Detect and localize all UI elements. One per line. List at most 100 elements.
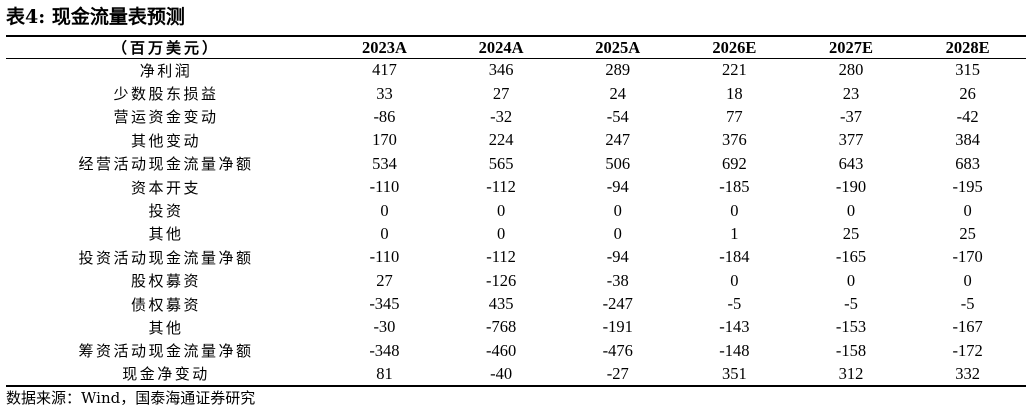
table-cell: -126 [485,270,517,290]
table-cell: -5 [960,294,975,314]
table-cell: 315 [955,60,981,80]
table-cell: -112 [486,177,516,197]
table-cell: -158 [835,340,867,360]
table-cell: 692 [721,153,747,173]
table-cell: 33 [376,83,393,103]
table-cell: 280 [838,60,864,80]
row-label: 现金净变动 [6,362,327,387]
table-cell: 351 [676,362,793,387]
table-row: 其他变动 170 224 247 376 377 384 [6,129,1026,152]
row-label: 其他 [148,318,184,337]
year-header: 2023A [326,35,443,59]
table-cell: 0 [613,223,622,243]
row-label: 少数股东损益 [113,85,219,104]
table-cell: -345 [369,294,400,314]
table-cell: -143 [719,317,750,337]
table-cell: -27 [559,362,677,387]
year-header: 2028E [909,35,1026,59]
table-row: 净利润 417 346 289 221 280 315 [6,59,1026,82]
table-cell: 312 [792,362,910,387]
table-cell: 25 [842,223,860,243]
table-cell: -348 [369,340,400,360]
table-cell: -185 [719,177,750,197]
table-cell: 0 [963,200,972,220]
table-cell: -38 [606,270,629,290]
table-cell: -190 [835,177,867,197]
table-cell: 81 [326,362,443,387]
table-cell: 417 [372,60,397,80]
table-cell: -42 [956,106,979,126]
row-label: 筹资活动现金流量净额 [78,342,254,361]
table-cell: -112 [486,247,516,267]
table-cell: -5 [844,294,858,314]
table-cell: 377 [838,130,864,150]
table-cell: 0 [730,270,739,290]
table-cell: 247 [605,130,631,150]
year-header: 2025A [559,35,677,59]
table-cell: -460 [485,340,517,360]
table-cell: -40 [442,362,560,387]
table-cell: 0 [380,223,389,243]
table-cell: 23 [842,83,860,103]
table-cell: 506 [605,153,631,173]
table-cell: 565 [488,153,514,173]
year-header: 2024A [442,35,560,59]
table-cell: 27 [492,83,510,103]
table-cell: -172 [952,340,983,360]
table-row: 其他 -30 -768 -191 -143 -153 -167 [6,316,1026,339]
table-cell: -110 [369,177,400,197]
row-label: 投资 [148,202,184,221]
row-label: 营运资金变动 [113,108,219,127]
table-cell: 27 [376,270,393,290]
data-source-note: 数据来源：Wind，国泰海通证券研究 [6,389,256,407]
table-row: 其他 0 0 0 1 25 25 [6,222,1026,245]
table-cell: 0 [496,200,506,220]
table-body: 净利润 417 346 289 221 280 315 少数股东损益 33 27 24 18 23 26 营… [6,59,1026,387]
table-cell: 221 [721,60,747,80]
table-row: 营运资金变动 -86 -32 -54 77 -37 -42 [6,105,1026,128]
table-cell: 0 [380,200,389,220]
table-cell: -110 [369,247,400,267]
table-row: 投资 0 0 0 0 0 0 [6,199,1026,222]
table-cell: -148 [719,340,750,360]
cash-flow-forecast-table: （百万美元） 2023A 2024A 2025A 2026E 2027E 202… [6,35,1026,387]
table-cell: -768 [485,317,517,337]
table-cell: -30 [373,317,396,337]
table-cell: -476 [602,340,633,360]
table-title: 表4: 现金流量表预测 [6,6,185,28]
table-cell: 24 [609,83,626,103]
table-cell: 0 [730,200,739,220]
table-cell: 77 [726,106,743,126]
table-cell: -195 [952,177,983,197]
row-label: 股权募资 [131,272,202,291]
row-label: 其他变动 [131,131,202,150]
table-row: 经营活动现金流量净额 534 565 506 692 643 683 [6,152,1026,175]
year-header: 2026E [676,35,793,59]
table-cell: -247 [602,294,633,314]
table-row: 筹资活动现金流量净额 -348 -460 -476 -148 -158 -172 [6,339,1026,362]
table-cell: 18 [726,83,743,103]
table-cell: -170 [952,247,983,267]
table-cell: -94 [606,247,629,267]
table-cell: 384 [955,130,981,150]
year-header: 2027E [792,35,910,59]
table-cell: -86 [373,106,396,126]
table-cell: 0 [846,200,856,220]
table-cell: -32 [490,106,513,126]
table-row: 现金净变动 81 -40 -27 351 312 332 [6,362,1026,387]
table-cell: 332 [909,362,1026,387]
table-cell: 0 [613,200,622,220]
row-label: 资本开支 [131,178,202,197]
table-cell: -191 [602,317,633,337]
table-cell: 0 [496,223,506,243]
table-cell: 224 [488,130,514,150]
table-cell: 25 [959,223,976,243]
table-cell: -5 [727,294,742,314]
table-cell: -37 [840,106,862,126]
table-row: 投资活动现金流量净额 -110 -112 -94 -184 -165 -170 [6,246,1026,269]
table-cell: 376 [721,130,747,150]
row-label: 净利润 [139,61,193,80]
table-cell: 170 [372,130,397,150]
table-cell: 643 [838,153,864,173]
table-cell: -54 [606,106,629,126]
